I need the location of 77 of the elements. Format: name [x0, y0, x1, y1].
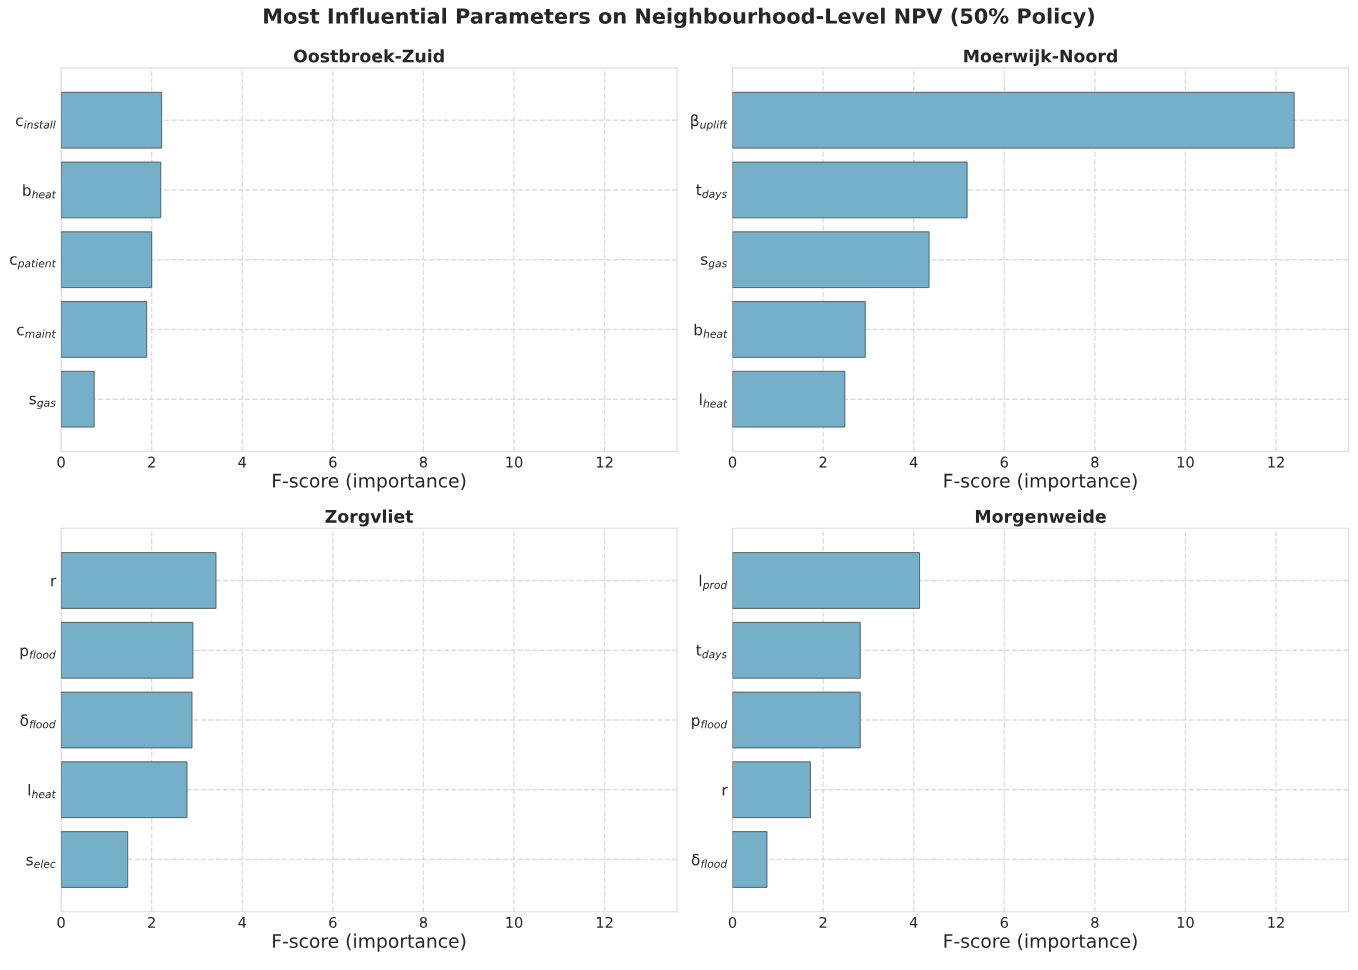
x-tick-label: 6	[1000, 916, 1008, 928]
x-axis-title: F-score (importance)	[944, 933, 1137, 952]
y-tick-label: β$_{uplift}$	[691, 114, 728, 131]
y-tick-label: s$_{elec}$	[26, 856, 56, 868]
x-tick-label: 0	[728, 456, 737, 468]
bar	[732, 91, 1295, 149]
bar	[732, 301, 866, 358]
y-tick-label: t$_{days}$	[696, 644, 727, 661]
chart-title: Oostbroek-Zuid	[293, 49, 444, 63]
x-tick-label: 12	[1268, 456, 1284, 468]
bar	[61, 691, 193, 749]
x-tick-label: 8	[1091, 916, 1099, 928]
x-axis-title: F-score (importance)	[273, 933, 466, 952]
x-tick-label: 12	[596, 916, 613, 928]
x-tick-label: 2	[148, 916, 155, 928]
x-tick-label: 0	[728, 916, 737, 928]
bar	[732, 231, 930, 289]
bar	[732, 161, 968, 219]
y-tick-label: δ$_{flood}$	[20, 714, 56, 729]
x-tick-label: 12	[1268, 916, 1284, 928]
chart-title: Zorgvliet	[325, 509, 414, 527]
y-tick-label: c$_{patient}$	[10, 256, 57, 270]
y-tick-label: l$_{heat}$	[28, 783, 57, 799]
x-axis-title: F-score (importance)	[273, 473, 466, 492]
bar	[61, 761, 188, 819]
y-tick-label: p$_{flood}$	[692, 717, 728, 729]
x-tick-label: 4	[238, 456, 247, 468]
x-tick-label: 4	[909, 456, 918, 468]
y-tick-label: p$_{flood}$	[20, 647, 56, 660]
y-tick-label: c$_{install}$	[15, 117, 56, 129]
y-tick-label: t$_{days}$	[696, 184, 727, 200]
x-tick-label: 10	[1177, 916, 1194, 928]
x-tick-label: 2	[148, 456, 155, 468]
x-tick-label: 8	[1091, 456, 1099, 468]
x-tick-label: 4	[909, 917, 918, 928]
text: Most Influential Parameters on Neighbourhood-Level NPV (50% Policy)	[264, 7, 1094, 29]
x-tick-label: 10	[506, 456, 523, 468]
y-tick-label: l$_{prod}$	[699, 574, 728, 592]
y-tick-label: s$_{gas}$	[700, 256, 727, 270]
y-tick-label: b$_{heat}$	[23, 184, 57, 199]
x-tick-label: 2	[819, 916, 827, 928]
bar	[732, 831, 768, 888]
bar	[61, 831, 129, 888]
x-tick-label: 4	[238, 917, 247, 928]
chart-title: Morgenweide	[975, 509, 1106, 527]
x-tick-label: 6	[329, 916, 337, 928]
y-tick-label: s$_{gas}$	[29, 395, 56, 409]
bar	[732, 691, 861, 749]
chart-title: Moerwijk-Noord	[964, 49, 1117, 67]
bar	[732, 761, 811, 819]
y-tick-label: c$_{maint}$	[17, 326, 57, 338]
bar	[61, 621, 194, 679]
bar	[732, 621, 861, 679]
y-tick-label: r	[722, 787, 728, 796]
bar	[732, 552, 920, 609]
bar	[61, 231, 153, 289]
x-tick-label: 0	[57, 916, 65, 928]
bar	[61, 161, 162, 219]
bar	[61, 91, 163, 149]
x-tick-label: 12	[596, 456, 613, 468]
x-tick-label: 8	[419, 456, 428, 468]
y-tick-label: δ$_{flood}$	[691, 853, 728, 868]
x-tick-label: 0	[57, 456, 65, 468]
x-tick-label: 2	[819, 456, 827, 468]
y-tick-label: l$_{heat}$	[700, 393, 728, 408]
x-tick-label: 6	[329, 456, 337, 468]
bar	[732, 370, 846, 428]
x-tick-label: 8	[419, 916, 428, 928]
y-tick-label: b$_{heat}$	[694, 323, 728, 338]
bar	[61, 301, 148, 358]
bar	[61, 370, 95, 428]
x-tick-label: 10	[1177, 456, 1194, 468]
x-tick-label: 6	[1000, 456, 1008, 468]
x-tick-label: 10	[506, 916, 523, 928]
bar	[61, 552, 217, 609]
y-tick-label: r	[51, 577, 57, 587]
x-axis-title: F-score (importance)	[944, 473, 1137, 492]
